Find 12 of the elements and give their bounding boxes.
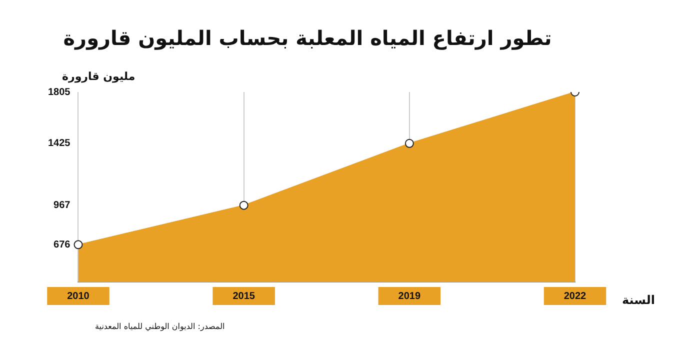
x-axis-title: السنة — [622, 293, 656, 307]
y-axis-title: مليون قارورة — [62, 70, 136, 83]
x-tick-label: 2019 — [398, 290, 421, 302]
y-tick-label: 967 — [54, 200, 71, 212]
x-tick-label: 2015 — [232, 290, 256, 302]
x-tick-label: 2022 — [564, 290, 587, 302]
x-tick-label: 2010 — [67, 290, 90, 302]
chart-title: تطور ارتفاع المياه المعلبة بحساب المليون قارورة — [63, 26, 552, 50]
y-tick-label: 1425 — [48, 138, 71, 150]
text: المصدر: الديوان الوطني للمياه المعدنية — [95, 322, 225, 331]
y-tick-label: 676 — [54, 239, 71, 250]
y-tick-label: 1805 — [48, 86, 71, 98]
